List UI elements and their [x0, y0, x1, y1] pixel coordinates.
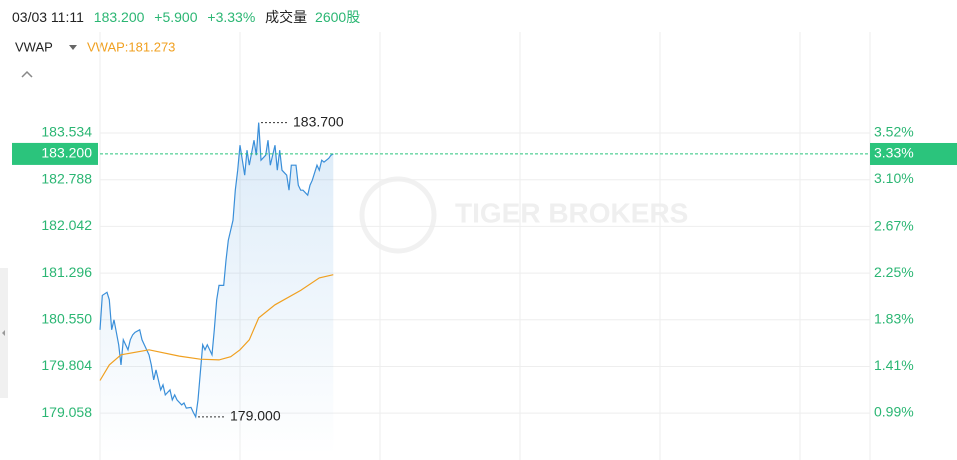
y2-tick-label: 3.10%	[874, 170, 914, 186]
watermark: TIGER BROKERS	[455, 197, 688, 228]
y2-tick-label: 0.99%	[874, 404, 914, 420]
vwap-line	[99, 274, 334, 381]
annotation-label: 179.000	[230, 408, 281, 424]
y2-tick-label: 3.52%	[874, 124, 914, 140]
y2-tick-label: 2.67%	[874, 218, 914, 234]
y2-tick-label: 2.25%	[874, 264, 914, 280]
y2-tick-label: 1.83%	[874, 311, 914, 327]
annotation-label: 183.700	[293, 113, 344, 129]
current-pct-box	[870, 142, 957, 165]
watermark-logo	[359, 176, 437, 254]
header: 03/03 11:11 183.200 +5.900 +3.33% 成交量 26…	[12, 9, 360, 25]
y-tick-label: 182.042	[41, 217, 92, 233]
current-price-label: 183.200	[41, 145, 92, 161]
y-tick-label: 182.788	[41, 170, 92, 186]
y-tick-label: 180.550	[41, 310, 92, 326]
current-pct-label: 3.33%	[874, 145, 914, 161]
legend[interactable]: VWAP	[15, 39, 53, 54]
y-tick-label: 183.534	[41, 124, 92, 140]
y2-tick-label: 1.41%	[874, 357, 914, 373]
y-tick-label: 179.058	[41, 404, 92, 420]
price: 183.200	[94, 9, 145, 25]
time: 03/03 11:11	[12, 9, 84, 25]
change-pct: +3.33%	[207, 9, 255, 25]
y-tick-label: 179.804	[41, 357, 92, 373]
volume: 2600股	[315, 9, 360, 25]
change: +5.900	[154, 9, 197, 25]
dropdown-icon[interactable]	[69, 45, 77, 50]
side-tab-arrow	[2, 330, 5, 336]
price-line	[99, 122, 334, 419]
collapse-icon[interactable]	[21, 70, 33, 78]
volume-label: 成交量	[265, 9, 307, 25]
legend-value: VWAP:181.273	[87, 39, 175, 54]
price-area	[100, 122, 334, 455]
y-tick-label: 181.296	[41, 264, 92, 280]
current-price-box	[12, 142, 98, 165]
